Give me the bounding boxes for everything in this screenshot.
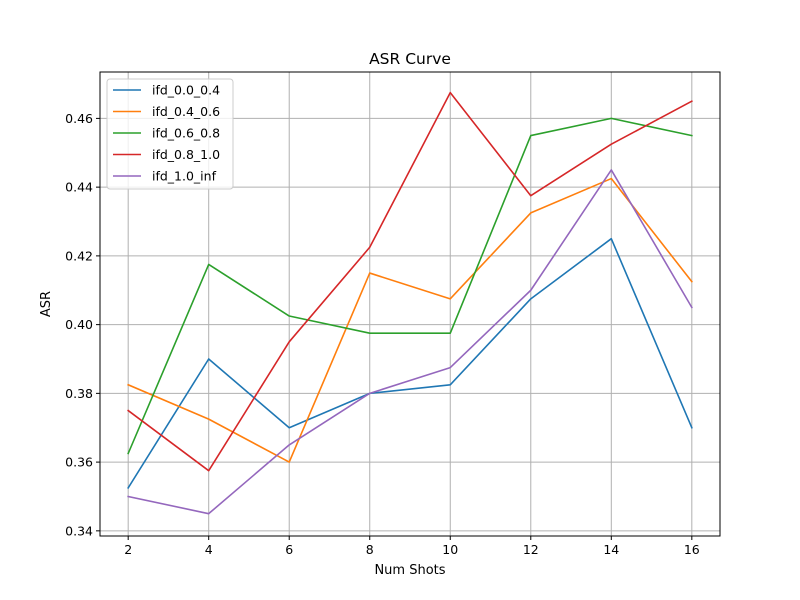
x-tick-label: 10 xyxy=(442,542,458,557)
x-tick-label: 8 xyxy=(366,542,374,557)
y-tick-label: 0.40 xyxy=(65,317,93,332)
series-line-ifd-0-4-0-6 xyxy=(127,177,693,463)
y-tick-label: 0.38 xyxy=(65,386,93,401)
legend-label: ifd_0.0_0.4 xyxy=(152,83,220,98)
y-tick-label: 0.42 xyxy=(65,248,93,263)
series-line-ifd-1-0-inf xyxy=(127,169,693,515)
y-axis-ticks: 0.34 0.36 0.38 0.40 0.42 0.44 0.46 xyxy=(65,111,100,538)
y-tick-label: 0.46 xyxy=(65,111,93,126)
x-tick-label: 4 xyxy=(205,542,213,557)
series-line-ifd-0-6-0-8 xyxy=(127,117,693,455)
legend-label: ifd_1.0_inf xyxy=(152,169,217,184)
x-tick-label: 12 xyxy=(523,542,539,557)
y-tick-label: 0.44 xyxy=(65,180,93,195)
x-tick-label: 6 xyxy=(285,542,293,557)
x-axis-ticks: 2 4 6 8 10 12 14 16 xyxy=(124,536,700,557)
y-tick-label: 0.36 xyxy=(65,455,93,470)
legend: ifd_0.0_0.4 ifd_0.4_0.6 ifd_0.6_0.8 ifd_0.8… xyxy=(106,78,234,190)
grid xyxy=(100,72,720,536)
y-axis-label: ASR xyxy=(39,291,54,317)
legend-label: ifd_0.6_0.8 xyxy=(152,126,220,141)
chart-title: ASR Curve xyxy=(369,50,451,68)
series-lines xyxy=(127,91,693,515)
legend-label: ifd_0.4_0.6 xyxy=(152,104,220,119)
x-tick-label: 14 xyxy=(603,542,619,557)
plot-frame xyxy=(99,71,721,537)
series-line-ifd-0-0-0-4 xyxy=(127,237,693,489)
x-axis-label: Num Shots xyxy=(374,563,445,578)
legend-label: ifd_0.8_1.0 xyxy=(152,147,220,162)
x-tick-label: 16 xyxy=(684,542,700,557)
y-tick-label: 0.34 xyxy=(65,523,93,538)
x-tick-label: 2 xyxy=(124,542,132,557)
legend-box xyxy=(106,78,234,190)
series-line-ifd-0-8-1-0 xyxy=(127,91,693,472)
